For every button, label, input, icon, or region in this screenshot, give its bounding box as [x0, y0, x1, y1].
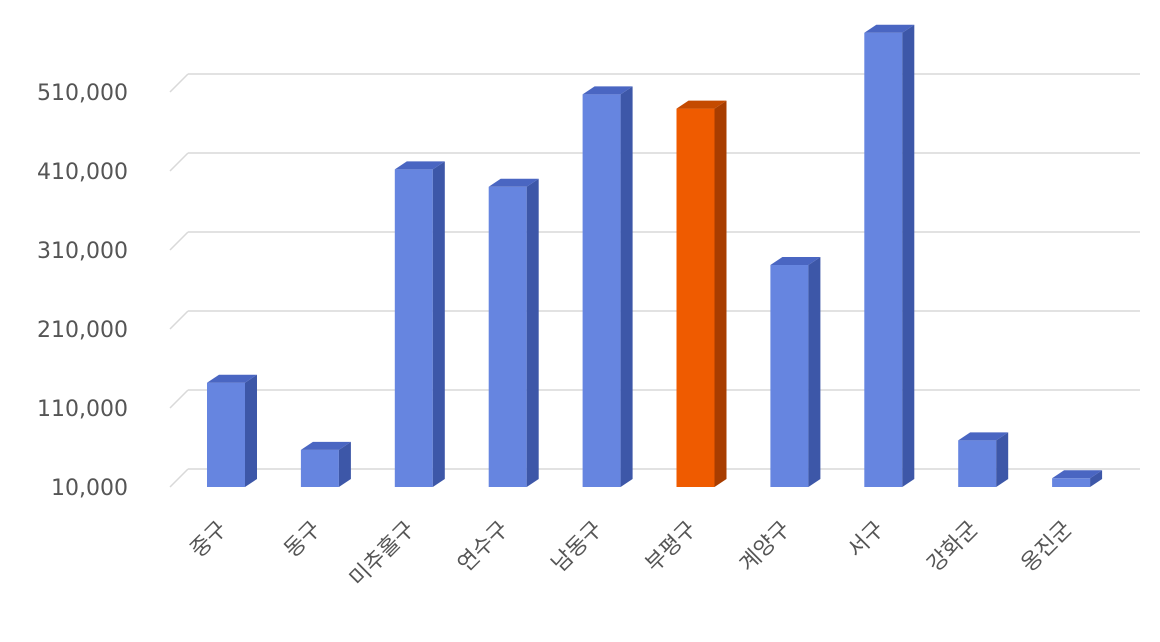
- bar-top: [958, 432, 1009, 441]
- x-category-label: 옹진군: [1017, 517, 1078, 578]
- y-tick-label: 410,000: [37, 160, 128, 185]
- y-tick-label: 510,000: [37, 81, 128, 106]
- bar-front: [676, 108, 715, 487]
- bar-front: [582, 94, 621, 488]
- x-category-label: 강화군: [923, 517, 984, 578]
- bar-side: [808, 257, 821, 487]
- bar-front: [394, 169, 433, 488]
- bar: [958, 432, 1009, 487]
- bar-side: [714, 100, 727, 487]
- bar-top: [488, 178, 539, 187]
- gridlines: [169, 73, 1140, 488]
- bar-front: [958, 440, 997, 487]
- x-category-label: 중구: [186, 517, 232, 563]
- bar-side: [338, 441, 351, 487]
- gridline-floor-edge: [169, 468, 189, 488]
- gridline-floor-edge: [169, 73, 189, 93]
- bar-side: [902, 24, 915, 487]
- bar: [582, 86, 633, 488]
- bar-top: [394, 161, 445, 170]
- bar-side: [526, 178, 539, 488]
- bar-side: [1090, 470, 1103, 487]
- bar-top: [864, 24, 915, 33]
- bar: [1052, 470, 1103, 487]
- bar-top: [300, 441, 351, 450]
- bar-front: [300, 449, 339, 487]
- y-axis-tick-labels: 10,000 110,000 210,000 310,000 410,000 510,00…: [37, 81, 128, 501]
- bar: [488, 178, 539, 488]
- y-tick-label: 110,000: [37, 397, 128, 422]
- bar-front: [207, 382, 245, 487]
- gridline-floor-edge: [169, 152, 189, 172]
- bar-front: [864, 32, 903, 487]
- bar-top: [582, 86, 633, 95]
- bar: [300, 441, 351, 487]
- gridline-floor-edge: [169, 389, 189, 409]
- x-category-label: 미추홀구: [345, 517, 420, 592]
- bar-side: [996, 432, 1009, 487]
- x-category-label: 서구: [843, 517, 889, 563]
- x-category-label: 남동구: [547, 517, 608, 578]
- bar: [676, 100, 727, 487]
- bars: [207, 24, 1103, 488]
- bar-front: [488, 186, 527, 488]
- bar-side: [432, 161, 445, 488]
- bar: [394, 161, 445, 488]
- bar: [770, 257, 821, 487]
- bar-top: [207, 374, 257, 383]
- gridline-floor-edge: [169, 310, 189, 330]
- bar-front: [1052, 478, 1091, 487]
- x-category-label: 동구: [280, 517, 326, 563]
- bar-front: [770, 265, 809, 487]
- y-tick-label: 210,000: [37, 318, 128, 343]
- x-category-label: 연수구: [453, 517, 514, 578]
- x-axis-category-labels: 중구 동구 미추홀구 연수구 남동구 부평구 계양구 서구 강화군 옹진군: [186, 517, 1077, 592]
- bar-top: [676, 100, 727, 109]
- bar-top: [770, 257, 821, 266]
- bar-side: [245, 374, 257, 487]
- gridline-floor-edge: [169, 231, 189, 251]
- bar-side: [620, 86, 633, 488]
- bar: [207, 374, 257, 487]
- x-category-label: 부평구: [641, 517, 702, 578]
- bar: [864, 24, 915, 487]
- y-tick-label: 10,000: [51, 476, 128, 501]
- x-category-label: 계양구: [735, 517, 796, 578]
- y-tick-label: 310,000: [37, 239, 128, 264]
- bar-top: [1052, 470, 1103, 479]
